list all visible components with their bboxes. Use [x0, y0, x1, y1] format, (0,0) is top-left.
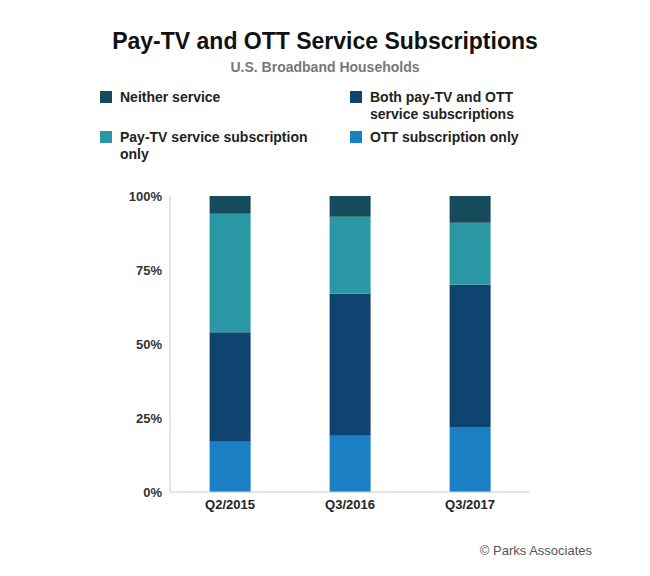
- svg-text:Q3/2017: Q3/2017: [445, 497, 495, 512]
- svg-text:50%: 50%: [136, 337, 162, 352]
- svg-text:Q3/2016: Q3/2016: [325, 497, 375, 512]
- svg-text:0%: 0%: [143, 485, 162, 500]
- svg-text:100%: 100%: [129, 189, 163, 204]
- svg-text:75%: 75%: [136, 263, 162, 278]
- html-text:OTT subscription only: OTT subscription only: [370, 129, 519, 145]
- svg-text:25%: 25%: [136, 411, 162, 426]
- html-text:Both pay-TV and OTT service su: Both pay-TV and OTT service subscription…: [370, 89, 514, 122]
- html-text:Pay-TV service subscription on: Pay-TV service subscription only: [120, 129, 308, 162]
- svg-text:Q2/2015: Q2/2015: [205, 497, 255, 512]
- html-text:Pay-TV and OTT Service Subscri: Pay-TV and OTT Service Subscriptions: [112, 28, 538, 54]
- html-text:U.S. Broadband Households: U.S. Broadband Households: [230, 59, 420, 75]
- html-text:© Parks Associates: © Parks Associates: [479, 543, 592, 558]
- html-text:Neither service: Neither service: [120, 89, 221, 105]
